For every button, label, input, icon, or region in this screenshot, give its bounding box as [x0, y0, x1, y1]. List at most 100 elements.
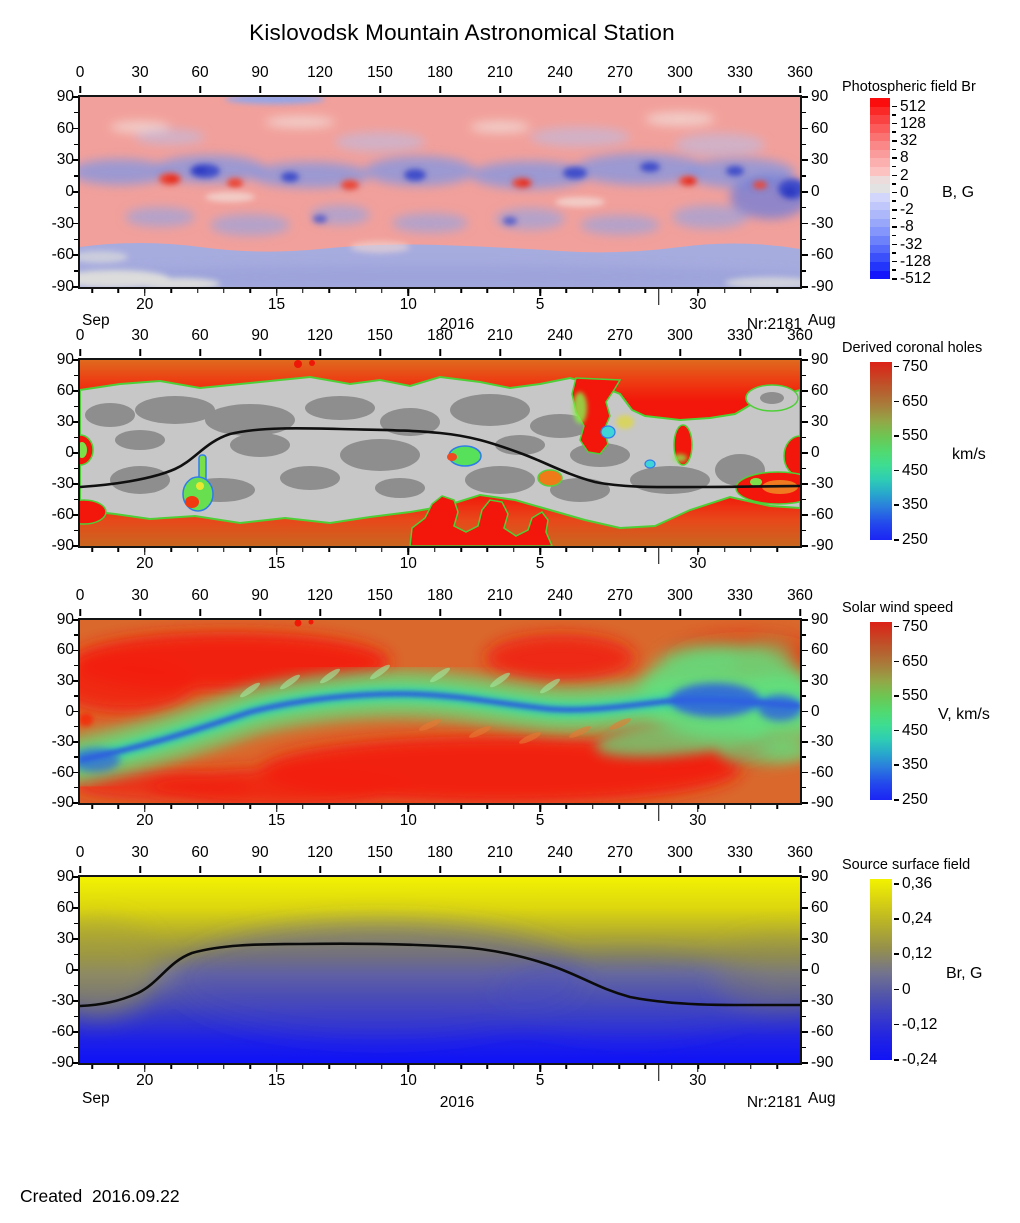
longitude-tick: [259, 609, 261, 616]
colorbar-tick: [894, 953, 899, 955]
latitude-tick-label: -60: [51, 1023, 74, 1040]
colorbar-tick-label: 8: [900, 149, 909, 167]
latitude-tick-label: 90: [56, 868, 74, 885]
latitude-tick-label: 60: [56, 119, 74, 137]
latitude-tick: [72, 127, 78, 130]
latitude-tick: [802, 725, 806, 728]
latitude-tick: [72, 771, 78, 773]
day-tick: [671, 289, 673, 293]
longitude-tick-label: 120: [307, 844, 333, 861]
longitude-tick-label: 360: [787, 844, 813, 861]
latitude-tick: [72, 619, 78, 621]
latitude-tick-label: 0: [811, 444, 820, 461]
latitude-tick-label: 90: [811, 88, 829, 105]
day-tick: [460, 805, 462, 809]
longitude-tick-label: 90: [251, 844, 269, 861]
latitude-tick: [802, 1000, 808, 1002]
latitude-axis-left-panel3: 90 60 30 0 -30 -60 -90: [30, 611, 78, 811]
latitude-tick: [72, 545, 78, 547]
longitude-tick: [619, 866, 621, 873]
longitude-tick-label: 30: [131, 327, 149, 344]
colorbar-tick: [894, 883, 899, 885]
colorbar-title-solar-wind: Solar wind speed: [842, 600, 954, 616]
longitude-tick-label: 330: [727, 64, 753, 81]
colorbar-scale: [870, 879, 892, 1060]
rotation-number-label: Nr:2181: [746, 316, 802, 333]
latitude-tick: [802, 191, 808, 193]
latitude-tick: [74, 467, 78, 469]
longitude-tick: [319, 609, 321, 616]
latitude-tick: [802, 390, 808, 392]
latitude-tick: [802, 695, 806, 697]
date-major-tick: [697, 548, 699, 555]
longitude-tick-label: 180: [427, 64, 453, 81]
latitude-tick: [72, 876, 78, 878]
latitude-tick: [802, 756, 806, 758]
longitude-tick-label: 300: [667, 844, 693, 861]
latitude-tick: [74, 529, 78, 531]
day-tick: [750, 1065, 752, 1069]
longitude-tick: [679, 609, 681, 616]
date-tick-label: 5: [535, 812, 545, 829]
date-major-tick: [697, 1065, 699, 1072]
date-major-tick: [407, 289, 410, 296]
longitude-tick-label: 270: [607, 587, 633, 604]
longitude-tick: [799, 609, 801, 616]
day-tick: [354, 289, 357, 293]
latitude-tick: [72, 359, 78, 361]
month-boundary-tick: [658, 548, 660, 564]
latitude-tick: [74, 206, 78, 209]
longitude-tick: [499, 86, 501, 93]
latitude-tick: [72, 254, 78, 256]
date-major-tick: [697, 805, 699, 812]
latitude-tick: [72, 1000, 78, 1002]
day-tick: [671, 805, 673, 809]
longitude-tick: [199, 349, 201, 356]
day-tick: [117, 548, 120, 552]
colorbar-tick: [892, 140, 897, 142]
longitude-tick: [799, 349, 801, 356]
day-tick: [776, 805, 778, 809]
solar-wind-speed-map: [78, 618, 802, 805]
coronal-holes-map: [78, 358, 802, 548]
date-tick-label: 30: [689, 1072, 707, 1089]
colorbar-minor-tick: [892, 131, 896, 133]
latitude-tick-label: -60: [811, 246, 834, 264]
latitude-tick-label: -30: [51, 474, 74, 492]
longitude-tick: [619, 349, 621, 356]
day-tick: [644, 1065, 647, 1069]
latitude-tick: [74, 374, 78, 376]
day-tick: [776, 289, 778, 293]
longitude-tick-label: 270: [607, 844, 633, 861]
longitude-tick: [619, 86, 621, 93]
day-tick: [170, 1065, 172, 1069]
latitude-tick: [802, 159, 808, 161]
day-tick: [223, 805, 225, 809]
day-tick: [460, 548, 462, 552]
longitude-tick: [379, 609, 381, 616]
latitude-tick: [72, 938, 78, 940]
longitude-tick-label: 360: [787, 327, 813, 344]
longitude-tick: [259, 86, 261, 93]
day-tick: [302, 548, 304, 552]
latitude-axis-right-panel1: 90 60 30 0 -30 -60 -90: [802, 88, 850, 295]
colorbar-step: [870, 184, 890, 193]
longitude-tick-label: 0: [75, 844, 85, 861]
longitude-tick-label: 240: [547, 844, 573, 861]
longitude-tick: [199, 866, 201, 873]
colorbar-tick: [894, 918, 899, 920]
colorbar-tick-label: 650: [902, 392, 928, 410]
longitude-tick: [739, 866, 741, 873]
latitude-tick-label: -30: [811, 732, 834, 750]
latitude-tick: [72, 390, 78, 392]
date-major-tick: [275, 548, 278, 555]
longitude-tick-label: 150: [367, 64, 393, 81]
longitude-tick-label: 30: [131, 64, 149, 81]
month-right-label: Aug: [808, 312, 836, 329]
longitude-tick: [559, 609, 561, 616]
day-tick: [91, 289, 93, 293]
date-major-tick: [144, 289, 146, 296]
colorbar-tick-label: 350: [902, 496, 928, 514]
latitude-tick-label: -60: [51, 246, 74, 264]
